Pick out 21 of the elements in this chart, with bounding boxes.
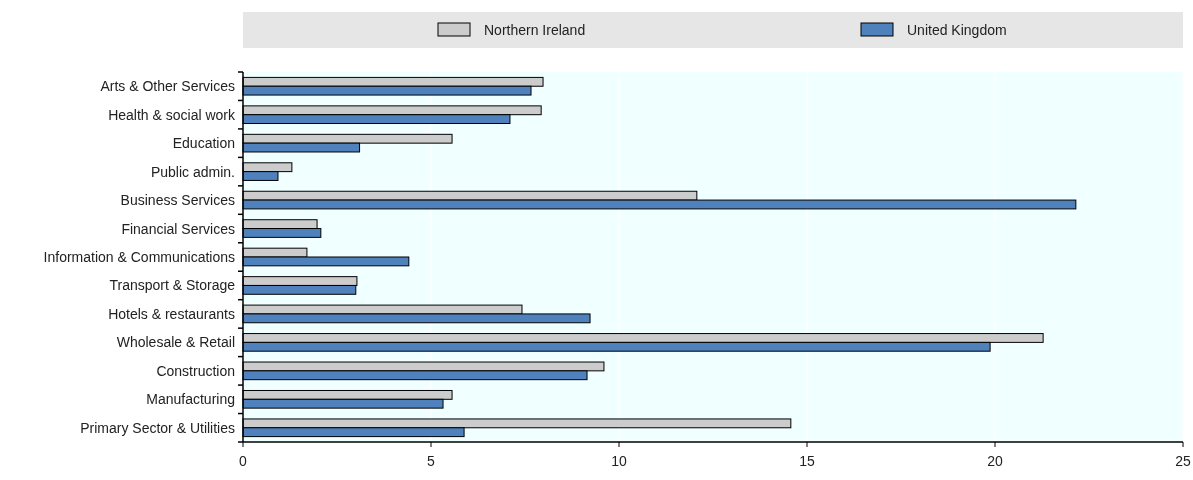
- x-tick-label: 25: [1175, 453, 1191, 469]
- y-tick-label: Wholesale & Retail: [116, 334, 235, 351]
- x-tick-label: 10: [611, 453, 627, 469]
- y-tick-label: Public admin.: [150, 163, 235, 180]
- x-tick-label: 20: [987, 453, 1003, 469]
- x-tick-label: 5: [427, 453, 436, 469]
- legend-label: Northern Ireland: [484, 22, 586, 38]
- x-tick-label: 15: [799, 453, 815, 469]
- y-tick-label: Construction: [156, 362, 235, 379]
- y-tick-label: Education: [172, 135, 235, 152]
- y-tick-label: Transport & Storage: [109, 277, 236, 294]
- y-tick-label: Primary Sector & Utilities: [80, 419, 235, 436]
- y-tick-label: Health & social work: [108, 106, 236, 123]
- y-tick-label: Arts & Other Services: [100, 78, 235, 95]
- y-tick-label: Information & Communications: [43, 249, 235, 265]
- x-tick-label: 0: [239, 453, 248, 469]
- y-tick-label: Financial Services: [121, 220, 235, 237]
- legend-label: United Kingdom: [907, 22, 1007, 38]
- y-tick-label: Manufacturing: [146, 391, 235, 408]
- y-tick-label: Business Services: [120, 192, 235, 209]
- y-tick-label: Hotels & restaurants: [108, 305, 235, 322]
